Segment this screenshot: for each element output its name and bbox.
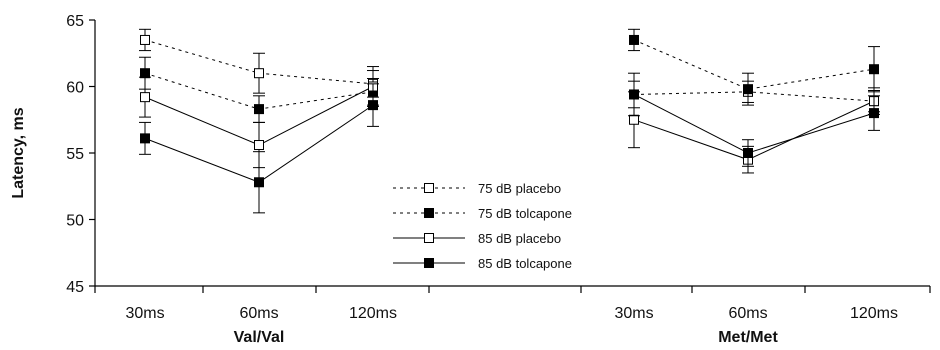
legend-item: 75 dB placebo — [393, 181, 561, 196]
legend-item: 85 dB placebo — [393, 231, 561, 246]
data-point — [869, 108, 879, 119]
x-axis: 30ms 60ms 120ms Val/Val 30ms 60ms 120ms Met/Met — [94, 285, 931, 346]
series-line — [633, 91, 875, 102]
legend-item: 85 dB tolcapone — [393, 256, 572, 271]
x-tick-label: 60ms — [239, 305, 278, 322]
data-point — [743, 148, 753, 158]
legend: 75 dB placebo 75 dB tolcapone 85 dB placeb… — [393, 181, 572, 271]
x-tick-label: 60ms — [728, 305, 767, 322]
data-point — [869, 64, 879, 75]
x-tick-label: 120ms — [850, 305, 898, 322]
y-axis: 45 50 55 60 65 — [66, 13, 96, 296]
legend-label: 75 dB placebo — [478, 181, 561, 196]
data-point — [140, 92, 150, 103]
data-point — [254, 177, 264, 188]
series-line — [633, 39, 875, 90]
data-point — [743, 84, 753, 95]
series-2 — [139, 28, 880, 123]
data-point — [629, 114, 639, 125]
y-tick-label: 55 — [66, 146, 84, 163]
data-point — [140, 34, 150, 45]
legend-item: 75 dB tolcapone — [393, 206, 572, 221]
data-point — [140, 133, 150, 144]
series-3 — [139, 66, 880, 174]
y-tick-label: 45 — [66, 279, 84, 296]
data-point — [629, 34, 639, 45]
series-line — [633, 94, 875, 154]
legend-label: 85 dB placebo — [478, 231, 561, 246]
x-group-label: Val/Val — [234, 329, 285, 346]
data-point — [140, 68, 150, 79]
y-tick-label: 60 — [66, 80, 84, 97]
legend-label: 85 dB tolcapone — [478, 256, 572, 271]
data-point — [629, 89, 639, 100]
data-point — [254, 68, 264, 79]
legend-marker — [424, 233, 434, 243]
y-tick-label: 50 — [66, 213, 84, 230]
legend-marker — [424, 258, 434, 268]
data-point — [254, 140, 264, 151]
x-group-label: Met/Met — [718, 329, 778, 346]
legend-label: 75 dB tolcapone — [478, 206, 572, 221]
legend-marker — [424, 208, 434, 218]
legend-marker — [424, 183, 434, 193]
series-1 — [139, 28, 880, 115]
series-4 — [139, 72, 880, 214]
data-point — [368, 100, 378, 111]
data-point — [254, 104, 264, 115]
y-tick-label: 65 — [66, 13, 84, 30]
x-tick-label: 30ms — [614, 305, 653, 322]
y-axis-title: Latency, ms — [10, 107, 27, 198]
x-tick-label: 120ms — [349, 305, 397, 322]
x-tick-label: 30ms — [125, 305, 164, 322]
